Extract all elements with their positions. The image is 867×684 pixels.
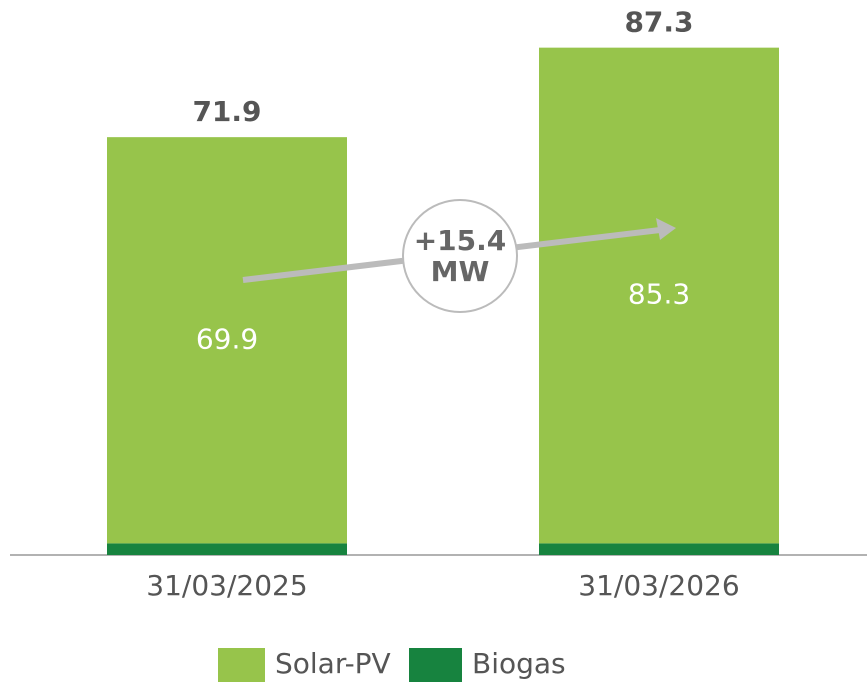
- legend-swatch: [409, 648, 462, 682]
- annotation-line: +15.4: [414, 224, 507, 257]
- value-label: 85.3: [628, 278, 690, 311]
- bar-segment: [107, 543, 347, 555]
- total-label: 87.3: [624, 6, 693, 39]
- total-label: 71.9: [192, 95, 261, 128]
- legend-swatch: [218, 648, 265, 682]
- value-label: 69.9: [196, 322, 258, 355]
- bar-segment: [107, 137, 347, 544]
- legend-label: Biogas: [472, 647, 566, 680]
- annotation-circle: [402, 199, 518, 313]
- bar-segment: [539, 543, 779, 555]
- bar-segment: [539, 47, 779, 544]
- arrow-head: [656, 218, 676, 240]
- x-tick-label: 31/03/2025: [146, 569, 307, 602]
- legend-label: Solar-PV: [275, 647, 391, 680]
- annotation-line: MW: [431, 255, 490, 288]
- x-tick-label: 31/03/2026: [578, 569, 739, 602]
